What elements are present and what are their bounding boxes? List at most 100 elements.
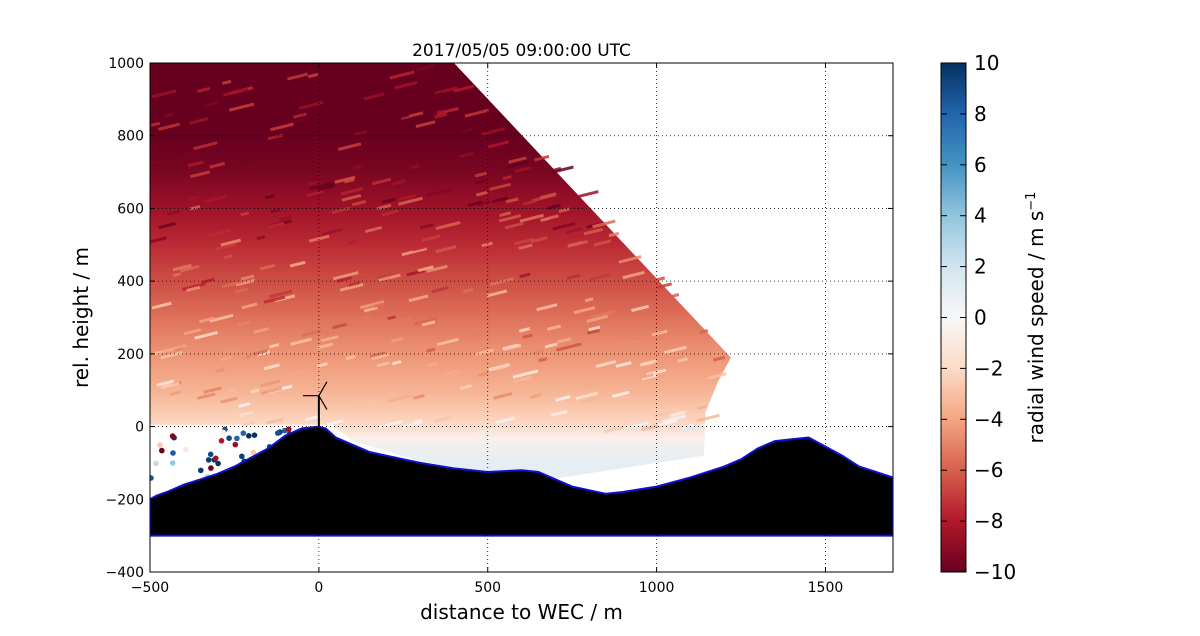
scan-streak	[566, 273, 581, 281]
scan-streak	[394, 80, 418, 90]
terrain-profile	[150, 425, 893, 537]
near-ground-point	[205, 457, 212, 463]
colorbar-tick-label: 10	[974, 51, 999, 75]
colorbar-ticks: −10 −8 −6 −4 −2 0 2 4 6 8 10	[941, 51, 1016, 584]
scan-streak	[232, 70, 255, 80]
scan-streak	[435, 245, 457, 254]
scan-streak	[219, 355, 232, 362]
y-tick-label: 200	[117, 347, 144, 363]
scan-streak	[532, 349, 544, 355]
colorbar-tick-label: 4	[974, 204, 987, 228]
scan-streak	[320, 335, 339, 343]
scan-streak	[334, 175, 356, 184]
scan-streak	[218, 346, 239, 355]
scan-streak	[378, 419, 403, 429]
scan-streak	[268, 343, 280, 349]
scan-streak	[213, 88, 234, 96]
scan-streak	[495, 416, 516, 425]
near-ground-point	[226, 435, 232, 442]
scan-streak	[263, 363, 280, 371]
scan-streak	[270, 122, 294, 132]
scan-streak	[187, 160, 204, 168]
scan-streak	[492, 196, 508, 204]
scan-streak	[413, 393, 425, 400]
scan-streak	[260, 386, 283, 396]
scan-streak	[575, 391, 599, 401]
scan-streak	[376, 203, 392, 211]
scan-streak	[253, 327, 269, 334]
scan-streak	[546, 324, 562, 331]
near-ground-point	[207, 451, 214, 458]
scan-streak	[188, 401, 203, 408]
scan-streak	[489, 182, 512, 191]
scan-streak	[352, 164, 362, 170]
scan-streak	[228, 102, 255, 112]
scan-streak	[425, 188, 451, 198]
near-ground-point	[234, 435, 240, 442]
scan-streak	[556, 342, 582, 352]
scan-streak	[505, 160, 530, 170]
near-ground-point	[157, 442, 163, 448]
scan-streak	[670, 293, 680, 299]
scan-streak	[221, 79, 232, 85]
scan-streak	[223, 254, 233, 260]
scan-streak	[290, 369, 305, 376]
scan-streak	[413, 317, 438, 326]
scan-streak	[475, 348, 494, 356]
scan-streak	[321, 227, 343, 236]
scan-streak	[260, 379, 281, 388]
scan-streak	[364, 98, 382, 106]
scan-streak	[355, 398, 380, 408]
scan-streak	[669, 410, 686, 418]
scan-streak	[193, 141, 218, 151]
scan-streak	[336, 276, 353, 283]
y-tick-label: 400	[117, 274, 144, 290]
turbine-blade	[318, 395, 328, 410]
scan-streak	[169, 390, 182, 397]
scan-streak	[426, 264, 448, 273]
scan-streak	[584, 297, 594, 303]
scan-streak	[316, 362, 328, 368]
scan-streak	[348, 281, 361, 287]
scan-streak	[398, 193, 417, 202]
scan-streak	[461, 127, 474, 134]
scan-streak	[163, 112, 174, 118]
scan-streak	[499, 211, 512, 218]
scan-streak	[700, 419, 720, 428]
wind-turbine	[302, 381, 328, 427]
scan-streak	[387, 394, 412, 403]
scan-streak	[213, 123, 238, 133]
scan-streak	[203, 386, 222, 394]
scan-streak	[586, 314, 609, 323]
scan-streak	[677, 357, 689, 363]
scan-streak	[161, 343, 188, 354]
scan-streak	[380, 144, 399, 152]
scan-streak	[536, 303, 558, 312]
scan-streak	[397, 196, 423, 206]
y-tick-label: −200	[106, 492, 144, 508]
scan-streak	[279, 215, 292, 222]
scan-streak	[640, 373, 654, 380]
scan-streak	[323, 329, 336, 336]
scan-streak	[332, 271, 359, 281]
near-ground-point	[240, 430, 247, 437]
scan-streak	[419, 223, 434, 230]
scan-streak	[250, 388, 260, 394]
grid	[150, 63, 893, 572]
scan-streak	[651, 329, 668, 337]
scan-streak	[593, 239, 612, 247]
scan-streak	[425, 111, 438, 117]
scan-streak	[657, 419, 678, 427]
y-axis-label: rel. height / m	[69, 247, 93, 388]
near-ground-point	[275, 430, 281, 436]
scan-streak	[240, 155, 259, 163]
colorbar-tick-label: −2	[974, 356, 1003, 380]
scan-streak	[699, 329, 709, 335]
scan-streak	[639, 359, 657, 367]
near-ground-point	[213, 455, 219, 462]
plot-area	[150, 63, 893, 572]
scan-streak	[604, 425, 624, 434]
scan-streak	[209, 313, 234, 323]
scan-streak	[271, 76, 284, 83]
scan-streak	[345, 354, 356, 361]
